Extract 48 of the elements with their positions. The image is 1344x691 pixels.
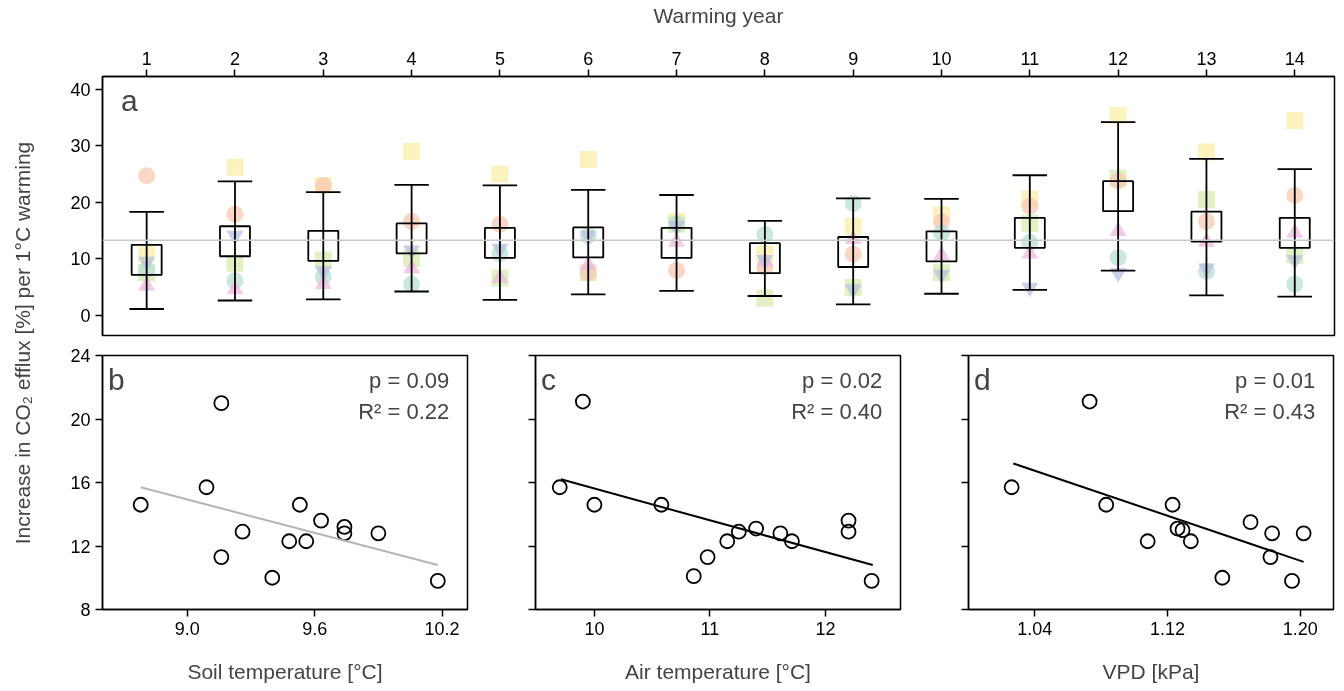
x-axis-title: Air temperature [°C] — [625, 659, 811, 683]
y-tick-label: 40 — [70, 79, 91, 100]
y-tick-label: 30 — [70, 136, 91, 157]
x-tick-label: 12 — [1108, 48, 1129, 69]
x-axis-title: Warming year — [653, 3, 784, 27]
annotation: R² = 0.40 — [791, 398, 883, 424]
y-tick-label: 10 — [70, 249, 91, 270]
x-tick-label: 9.6 — [302, 618, 328, 639]
x-tick-label: 1.12 — [1150, 618, 1186, 639]
annotation: b — [107, 363, 125, 397]
x-tick-label: 1.04 — [1017, 618, 1053, 639]
x-tick-label: 1.20 — [1282, 618, 1318, 639]
x-axis-title: VPD [kPa] — [1102, 659, 1200, 683]
x-tick-label: 4 — [406, 48, 417, 69]
x-tick-label: 5 — [494, 48, 505, 69]
x-tick-label: 12 — [815, 618, 836, 639]
y-axis-title: Increase in CO₂ efflux [%] per 1°C warming — [11, 141, 34, 545]
x-tick-label: 7 — [671, 48, 682, 69]
x-tick-label: 3 — [318, 48, 329, 69]
annotation: R² = 0.43 — [1224, 398, 1316, 424]
y-tick-label: 0 — [80, 305, 91, 326]
annotation: p = 0.02 — [802, 368, 883, 394]
annotation: c — [540, 363, 556, 397]
x-tick-label: 9 — [848, 48, 859, 69]
y-tick-label: 20 — [70, 192, 91, 213]
x-tick-label: 11 — [1020, 48, 1040, 69]
x-tick-label: 14 — [1284, 48, 1305, 69]
y-tick-label: 12 — [70, 536, 91, 557]
annotation: d — [973, 363, 991, 397]
y-tick-label: 16 — [70, 473, 91, 493]
x-axis-title: Soil temperature [°C] — [187, 659, 383, 683]
x-tick-label: 13 — [1196, 48, 1217, 69]
x-tick-label: 1 — [141, 48, 152, 69]
x-tick-label: 10.2 — [424, 618, 460, 639]
x-tick-label: 6 — [583, 48, 594, 69]
y-tick-label: 20 — [70, 409, 91, 430]
annotation: a — [120, 84, 138, 118]
x-tick-label: 10 — [931, 48, 952, 69]
x-tick-label: 2 — [229, 48, 240, 69]
x-tick-label: 10 — [584, 618, 605, 639]
annotation: p = 0.01 — [1235, 368, 1316, 394]
y-tick-label: 8 — [80, 600, 91, 620]
x-tick-label: 9.0 — [174, 618, 200, 639]
annotation: R² = 0.22 — [358, 398, 450, 424]
y-tick-label: 24 — [70, 346, 91, 366]
x-tick-label: 8 — [759, 48, 770, 69]
annotation: p = 0.09 — [369, 368, 450, 394]
x-tick-label: 11 — [700, 618, 720, 639]
